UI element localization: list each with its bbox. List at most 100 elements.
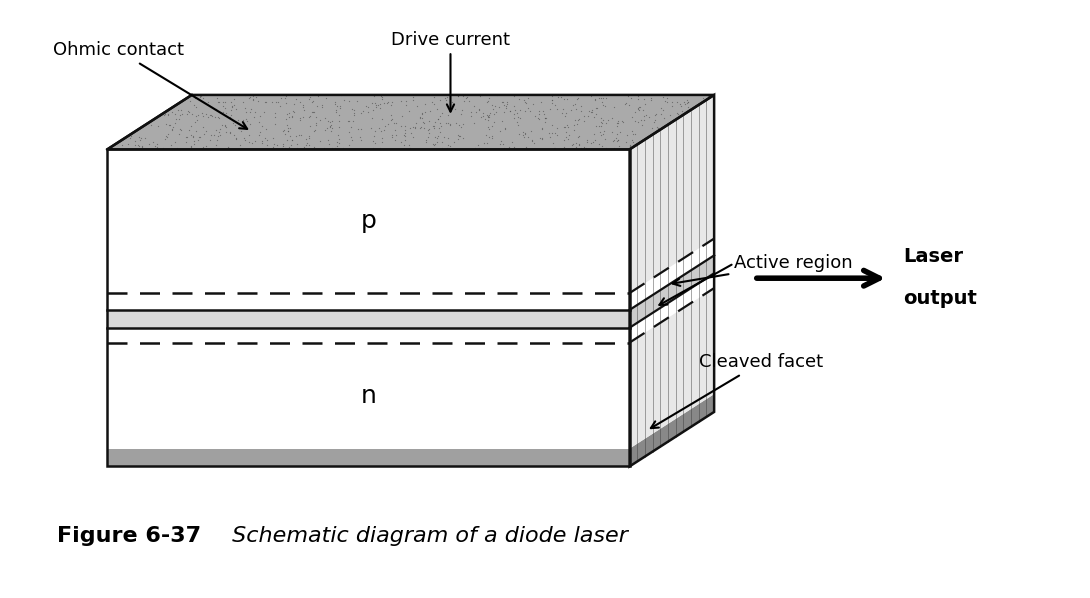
Point (392, 96, 410, 105)
Point (510, 94, 528, 103)
Point (594, 141, 611, 151)
Point (521, 106, 538, 116)
Point (371, 103, 388, 112)
Point (295, 142, 313, 152)
Point (554, 104, 571, 114)
Point (385, 118, 402, 127)
Point (508, 118, 525, 127)
Point (536, 118, 554, 127)
Point (340, 127, 358, 136)
Point (316, 113, 334, 123)
Point (694, 93, 712, 103)
Point (592, 130, 609, 139)
Point (244, 94, 262, 103)
Point (386, 125, 403, 135)
Point (505, 91, 522, 100)
Point (572, 144, 590, 153)
Point (544, 138, 561, 147)
Point (485, 118, 502, 127)
Point (280, 142, 298, 152)
Point (429, 131, 447, 141)
Point (623, 112, 641, 121)
Point (620, 100, 638, 109)
Point (603, 113, 620, 123)
Point (240, 93, 257, 102)
Point (314, 102, 331, 112)
Point (148, 139, 166, 148)
Point (480, 111, 497, 121)
Point (583, 107, 601, 117)
Point (241, 108, 258, 117)
Point (222, 111, 240, 120)
Point (450, 131, 468, 141)
Point (170, 114, 187, 123)
Point (510, 130, 528, 139)
Point (349, 124, 366, 134)
Point (164, 107, 181, 117)
Point (376, 121, 393, 131)
Point (156, 109, 173, 119)
Point (630, 105, 647, 114)
Point (407, 123, 424, 132)
Point (199, 97, 217, 106)
Point (375, 99, 392, 108)
Point (203, 111, 220, 120)
Point (584, 144, 602, 154)
Point (213, 120, 230, 130)
Point (537, 114, 555, 123)
Point (668, 97, 686, 106)
Point (568, 119, 585, 129)
Point (429, 114, 447, 124)
Point (433, 108, 450, 118)
Point (215, 101, 232, 111)
Point (492, 139, 509, 148)
Point (330, 135, 348, 144)
Point (267, 97, 284, 107)
Point (635, 94, 653, 103)
Point (387, 130, 404, 140)
Point (365, 91, 383, 100)
Point (184, 109, 202, 118)
Point (280, 108, 298, 118)
Point (235, 133, 253, 142)
Point (159, 129, 177, 139)
Point (307, 112, 325, 122)
Point (447, 104, 464, 114)
Point (372, 126, 389, 136)
Point (185, 136, 203, 146)
Point (343, 135, 361, 144)
Point (462, 112, 480, 121)
Point (525, 139, 543, 148)
Point (483, 132, 500, 141)
Point (158, 132, 175, 142)
Point (630, 118, 647, 127)
Point (218, 127, 235, 137)
Point (536, 114, 554, 123)
Point (264, 97, 281, 106)
Point (470, 105, 487, 114)
Point (621, 141, 639, 151)
Point (281, 123, 299, 133)
Point (593, 121, 610, 131)
Point (629, 91, 646, 101)
Point (623, 135, 641, 145)
Point (157, 135, 174, 144)
Point (579, 137, 596, 147)
Point (517, 142, 534, 152)
Point (565, 139, 582, 149)
Point (330, 117, 348, 126)
Point (326, 97, 343, 106)
Point (411, 113, 428, 123)
Point (194, 111, 211, 121)
Point (679, 97, 697, 106)
Point (279, 123, 296, 132)
Point (180, 106, 197, 115)
Point (481, 110, 498, 120)
Point (322, 118, 339, 127)
Point (479, 97, 496, 107)
Point (301, 121, 318, 131)
Point (364, 106, 381, 115)
Point (194, 123, 211, 132)
Point (678, 96, 695, 105)
Text: Schematic diagram of a diode laser: Schematic diagram of a diode laser (226, 526, 628, 546)
